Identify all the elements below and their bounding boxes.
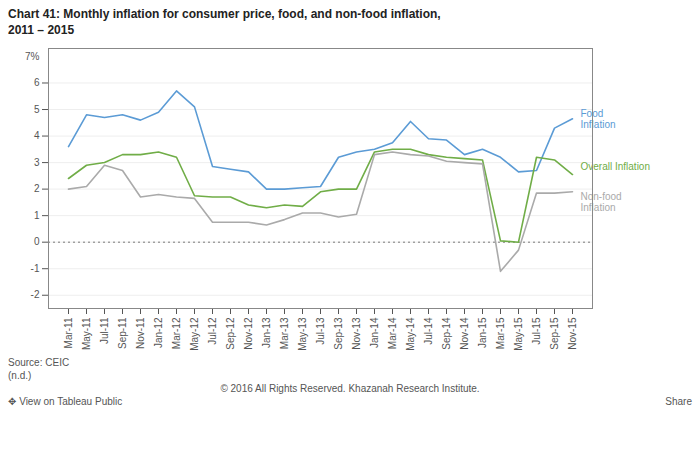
svg-text:Sep-11: Sep-11: [117, 317, 128, 349]
svg-text:1: 1: [34, 210, 40, 221]
svg-text:6: 6: [34, 77, 40, 88]
svg-text:Sep-12: Sep-12: [225, 317, 236, 350]
svg-text:Jan-13: Jan-13: [261, 317, 272, 348]
svg-text:Mar-14: Mar-14: [387, 317, 398, 349]
html-text:Chart 41: Monthly inflation fo: Chart 41: Monthly inflation for consumer…: [8, 7, 441, 21]
svg-text:0: 0: [34, 236, 40, 247]
html-text:✥ View on Tableau Public: ✥ View on Tableau Public: [8, 396, 123, 407]
svg-text:Non-foodInflation: Non-foodInflation: [581, 191, 622, 213]
html-text:2011 – 2015: 2011 – 2015: [8, 23, 75, 37]
svg-text:Sep-15: Sep-15: [549, 317, 560, 350]
svg-text:Nov-14: Nov-14: [459, 317, 470, 350]
svg-text:Mar-12: Mar-12: [171, 317, 182, 349]
svg-text:Jul-11: Jul-11: [99, 317, 110, 344]
svg-text:Mar-13: Mar-13: [279, 317, 290, 349]
svg-text:Jan-14: Jan-14: [369, 317, 380, 348]
svg-text:Sep-14: Sep-14: [441, 317, 452, 350]
svg-text:3: 3: [34, 157, 40, 168]
svg-text:4: 4: [34, 130, 40, 141]
html-text:© 2016 All Rights Reserved. Kh: © 2016 All Rights Reserved. Khazanah Res…: [220, 383, 480, 394]
svg-text:Mar-11: Mar-11: [63, 317, 74, 348]
svg-text:May-13: May-13: [297, 317, 308, 351]
svg-text:May-12: May-12: [189, 317, 200, 351]
svg-text:Jul-13: Jul-13: [315, 317, 326, 345]
svg-text:May-15: May-15: [513, 317, 524, 351]
svg-text:Jan-12: Jan-12: [153, 317, 164, 348]
svg-text:7%: 7%: [25, 51, 40, 62]
svg-text:Mar-15: Mar-15: [495, 317, 506, 349]
svg-text:May-14: May-14: [405, 317, 416, 351]
svg-text:Overall Inflation: Overall Inflation: [581, 161, 650, 172]
svg-text:Nov-12: Nov-12: [243, 317, 254, 350]
svg-text:Jan-15: Jan-15: [477, 317, 488, 348]
svg-text:FoodInflation: FoodInflation: [581, 108, 616, 130]
svg-text:-2: -2: [31, 289, 40, 300]
svg-text:Jul-12: Jul-12: [207, 317, 218, 345]
svg-text:Nov-11: Nov-11: [135, 317, 146, 349]
svg-text:Sep-13: Sep-13: [333, 317, 344, 350]
svg-text:Nov-13: Nov-13: [351, 317, 362, 350]
svg-text:Jul-14: Jul-14: [423, 317, 434, 345]
svg-text:2: 2: [34, 183, 40, 194]
svg-text:-1: -1: [31, 263, 40, 274]
svg-text:Jul-15: Jul-15: [531, 317, 542, 345]
html-text:Share: Share: [665, 396, 692, 407]
html-text:Source: CEIC (n.d.): Source: CEIC (n.d.): [8, 357, 70, 381]
svg-text:5: 5: [34, 104, 40, 115]
svg-text:Nov-15: Nov-15: [567, 317, 578, 350]
svg-text:May-11: May-11: [81, 317, 92, 350]
